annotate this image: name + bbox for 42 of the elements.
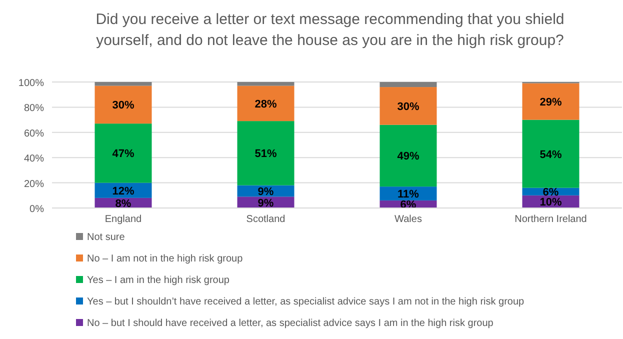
- bar: [380, 87, 437, 125]
- data-label: 10%: [540, 196, 562, 209]
- bar: [94, 124, 152, 183]
- y-tick-label: 100%: [18, 78, 44, 89]
- data-label: 47%: [112, 148, 134, 160]
- data-label: 30%: [397, 100, 420, 113]
- data-label: 6%: [400, 199, 416, 212]
- data-label: 9%: [258, 197, 274, 210]
- bar: [522, 83, 580, 120]
- bar: [94, 82, 152, 86]
- data-label: 28%: [254, 98, 277, 110]
- y-tick-label: 40%: [24, 154, 44, 165]
- bar: [380, 124, 437, 187]
- data-label: 11%: [398, 188, 420, 201]
- bar: [237, 121, 294, 186]
- chart-title: Did you receive a letter or text message recommending that you shield yourself, and do not leave the house as you are in the high risk group?: [96, 11, 564, 49]
- legend-label: Yes – but I shouldn’t have received a letter, as specialist advice says I am not in the high risk group: [87, 296, 525, 308]
- x-tick-label: Northern Ireland: [514, 214, 587, 225]
- data-label: 29%: [540, 96, 562, 109]
- bar: [237, 86, 294, 122]
- bar: [237, 82, 294, 86]
- legend-label: Yes – I am in the high risk group: [87, 275, 230, 286]
- bar: [94, 86, 152, 124]
- y-tick-label: 20%: [24, 178, 44, 190]
- data-label: 9%: [258, 186, 274, 198]
- y-tick-label: 0%: [30, 204, 44, 215]
- legend-label: No – I am not in the high risk group: [87, 254, 244, 264]
- bar: [522, 120, 580, 188]
- data-label: 8%: [115, 198, 132, 210]
- legend-label: No – but I should have received a letter, as specialist advice says I am in the high risk group: [87, 318, 494, 329]
- x-tick-label: Scotland: [246, 214, 286, 225]
- y-tick-label: 80%: [24, 103, 44, 114]
- data-label: 30%: [112, 100, 134, 112]
- x-tick-label: England: [104, 214, 142, 225]
- y-tick-label: 60%: [24, 128, 44, 140]
- x-tick-label: Wales: [394, 214, 422, 225]
- data-label: 51%: [254, 148, 277, 160]
- data-label: 49%: [397, 150, 420, 163]
- data-label: 54%: [540, 148, 562, 161]
- data-label: 12%: [112, 185, 134, 198]
- bar: [380, 82, 437, 88]
- legend-label: Not sure: [87, 232, 126, 243]
